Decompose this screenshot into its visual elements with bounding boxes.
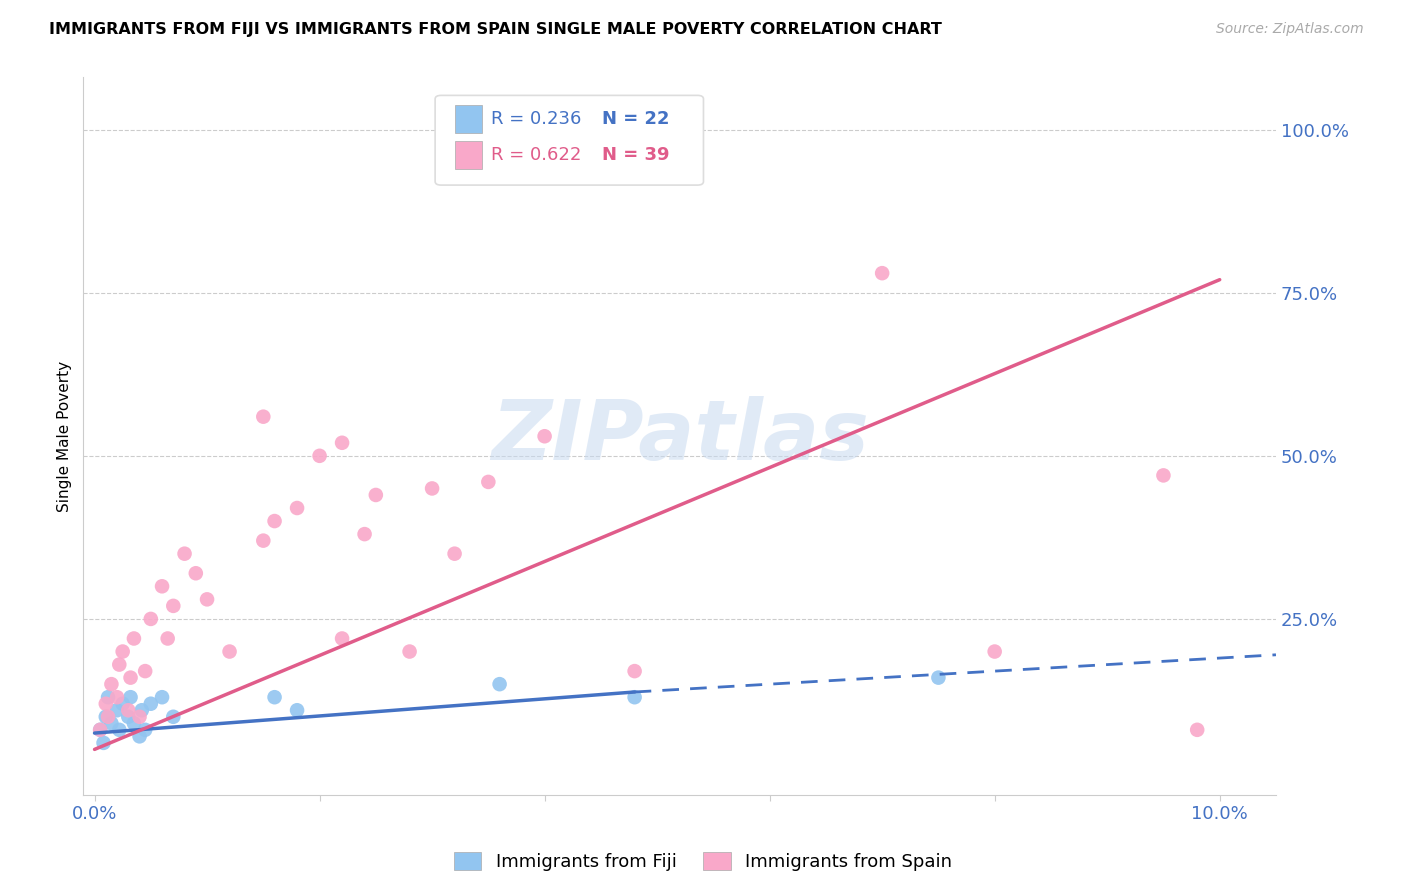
Point — [195, 592, 218, 607]
Point — [111, 644, 134, 658]
Point — [927, 671, 949, 685]
Bar — [456, 141, 482, 169]
Point — [364, 488, 387, 502]
Point — [150, 690, 173, 705]
Point — [117, 710, 139, 724]
Text: N = 22: N = 22 — [602, 110, 669, 128]
Point — [105, 690, 128, 705]
Point — [353, 527, 375, 541]
Point — [108, 657, 131, 672]
Point — [128, 710, 150, 724]
Point — [162, 599, 184, 613]
Point — [97, 690, 120, 705]
Point — [477, 475, 499, 489]
Point — [263, 690, 285, 705]
Point — [173, 547, 195, 561]
Point — [420, 482, 443, 496]
Point — [128, 730, 150, 744]
Point — [330, 632, 353, 646]
Point — [105, 703, 128, 717]
Point — [983, 644, 1005, 658]
Point — [285, 703, 308, 717]
Point — [100, 677, 122, 691]
Point — [156, 632, 179, 646]
Point — [117, 703, 139, 717]
Text: ZIPatlas: ZIPatlas — [491, 396, 869, 476]
Point — [100, 716, 122, 731]
Point — [285, 501, 308, 516]
Point — [93, 736, 115, 750]
Point — [184, 566, 207, 581]
Point — [122, 632, 145, 646]
Point — [131, 703, 153, 717]
Point — [218, 644, 240, 658]
Point — [108, 723, 131, 737]
Point — [870, 266, 893, 280]
Point — [134, 664, 156, 678]
Point — [134, 723, 156, 737]
Point — [89, 723, 111, 737]
Point — [308, 449, 330, 463]
Text: R = 0.236: R = 0.236 — [491, 110, 582, 128]
Point — [623, 664, 645, 678]
Point — [111, 697, 134, 711]
Point — [94, 697, 117, 711]
Text: R = 0.622: R = 0.622 — [491, 146, 582, 164]
Point — [120, 690, 142, 705]
Point — [97, 710, 120, 724]
Y-axis label: Single Male Poverty: Single Male Poverty — [58, 360, 72, 512]
Point — [1152, 468, 1174, 483]
Point — [252, 409, 274, 424]
Point — [623, 690, 645, 705]
Point — [139, 697, 162, 711]
Legend: Immigrants from Fiji, Immigrants from Spain: Immigrants from Fiji, Immigrants from Sp… — [447, 846, 959, 879]
Text: IMMIGRANTS FROM FIJI VS IMMIGRANTS FROM SPAIN SINGLE MALE POVERTY CORRELATION CH: IMMIGRANTS FROM FIJI VS IMMIGRANTS FROM … — [49, 22, 942, 37]
Point — [252, 533, 274, 548]
Text: N = 39: N = 39 — [602, 146, 669, 164]
Point — [1185, 723, 1208, 737]
Point — [162, 710, 184, 724]
Point — [120, 671, 142, 685]
Point — [94, 710, 117, 724]
Point — [139, 612, 162, 626]
Point — [443, 547, 465, 561]
Bar — [456, 105, 482, 133]
Point — [488, 677, 510, 691]
Point — [398, 644, 420, 658]
Point — [533, 429, 555, 443]
Point — [263, 514, 285, 528]
Point — [122, 716, 145, 731]
Point — [330, 435, 353, 450]
Text: Source: ZipAtlas.com: Source: ZipAtlas.com — [1216, 22, 1364, 37]
Point — [89, 723, 111, 737]
Point — [150, 579, 173, 593]
FancyBboxPatch shape — [434, 95, 703, 185]
